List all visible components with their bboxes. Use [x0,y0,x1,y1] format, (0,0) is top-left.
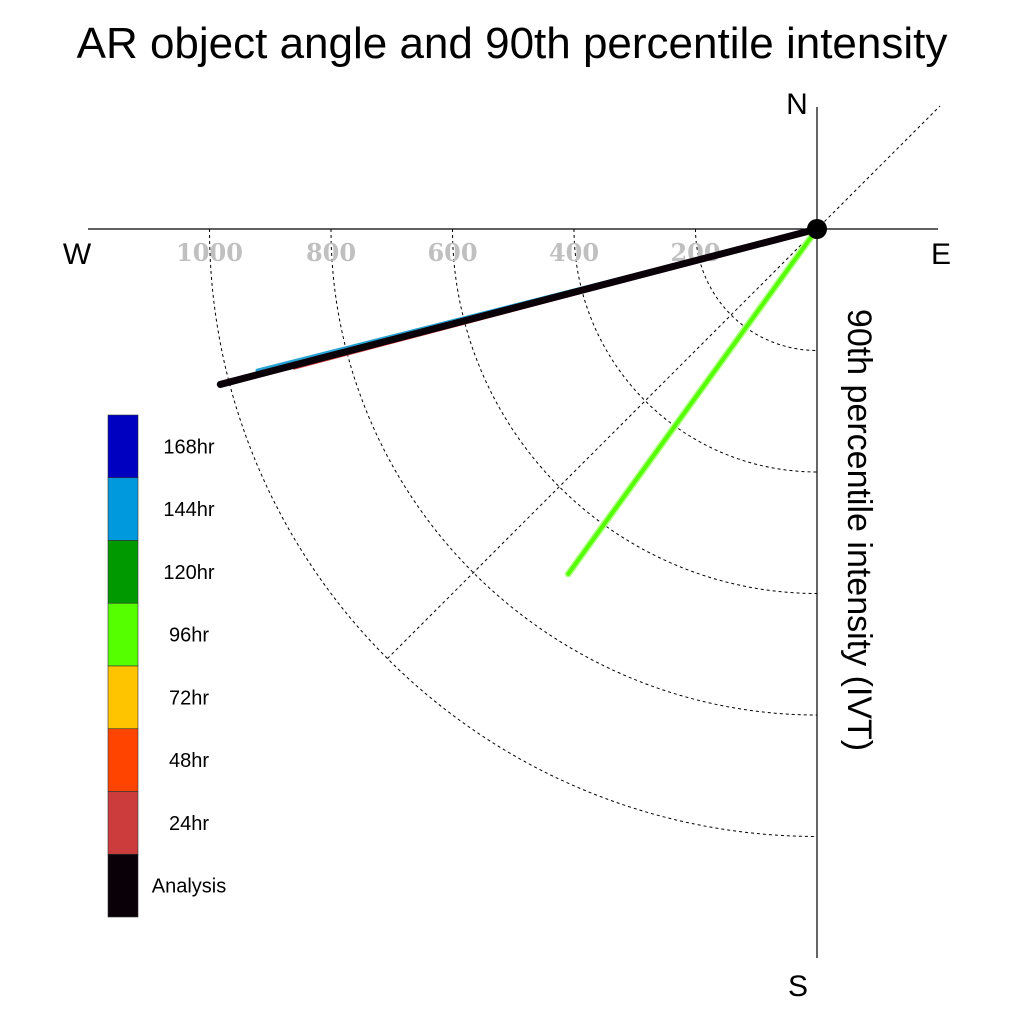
legend-label-24hr: 24hr [169,813,209,835]
legend-label-168hr: 168hr [163,436,214,458]
legend-swatch-analysis [107,853,139,918]
origin-marker [807,219,827,239]
legend-label-120hr: 120hr [163,562,214,584]
legend-label-72hr: 72hr [169,687,209,709]
radial-grid-arc-800 [330,228,818,716]
y-axis-label: 90th percentile intensity (IVT) [840,309,878,751]
tick-label-800: 800 [306,238,356,267]
legend-swatch-48hr [107,728,139,792]
legend-swatch-96hr [107,602,139,667]
legend-swatch-24hr [107,791,139,855]
vector-96hr [566,227,819,576]
lead-time-legend: 168hr 144hr 120hr 96hr 72hr 48hr 24hr Analysis [107,414,226,918]
legend-label-48hr: 48hr [169,750,209,772]
compass-north-label: N [786,88,808,121]
radial-grid-arc-200 [695,228,818,351]
compass-west-label: W [63,238,92,271]
legend-label-144hr: 144hr [163,499,214,521]
compass-east-label: E [931,238,951,271]
legend-swatch-144hr [107,477,139,541]
diagonal-guide-line [387,105,941,659]
radial-grid [209,105,941,837]
legend-swatch-168hr [107,414,139,479]
forecast-vectors [216,225,821,578]
radial-grid-arc-400 [573,228,818,473]
radial-grid-arc-1000 [209,228,818,837]
legend-swatch-72hr [107,665,139,730]
compass-south-label: S [788,970,808,1003]
legend-label-96hr: 96hr [169,625,209,647]
vector-analysis [216,225,821,388]
tick-label-600: 600 [427,238,477,267]
tick-label-400: 400 [549,238,599,267]
chart-title: AR object angle and 90th percentile inte… [77,19,948,68]
legend-label-analysis: Analysis [152,876,226,898]
tick-label-1000: 1000 [176,238,243,267]
radial-grid-arc-600 [452,228,818,594]
legend-swatch-120hr [107,540,139,604]
